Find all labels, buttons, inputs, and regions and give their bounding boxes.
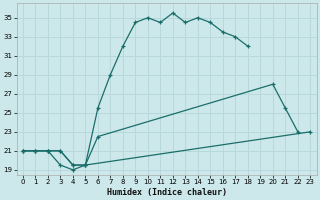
- X-axis label: Humidex (Indice chaleur): Humidex (Indice chaleur): [107, 188, 227, 197]
